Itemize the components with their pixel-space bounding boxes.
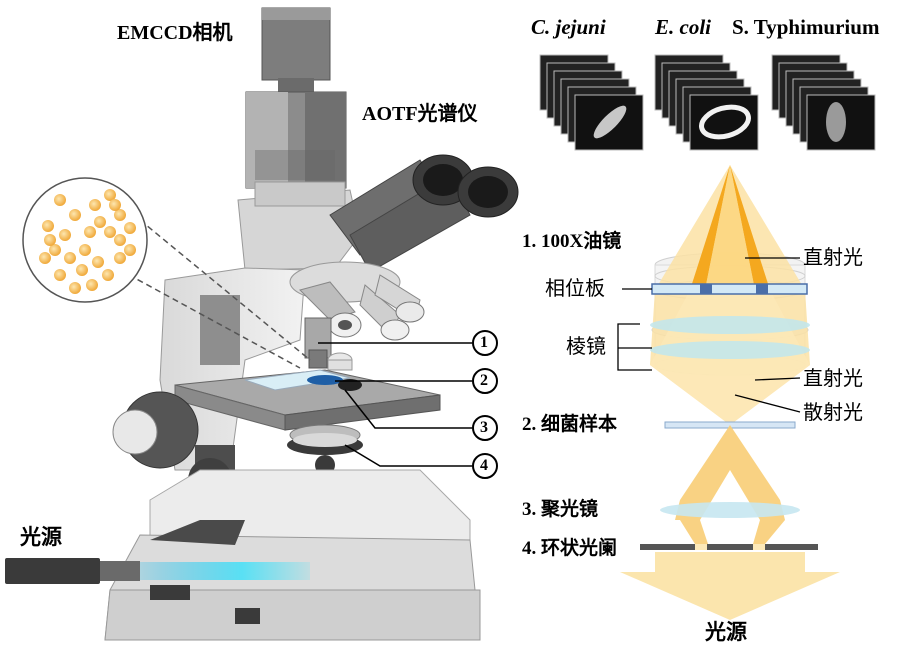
cell xyxy=(59,229,71,241)
light-source-fiber xyxy=(5,558,310,584)
cell xyxy=(49,244,61,256)
callout-label-1: 1 xyxy=(480,334,488,351)
callout-4 xyxy=(472,453,498,479)
cell xyxy=(114,252,126,264)
cell xyxy=(124,244,136,256)
condenser xyxy=(287,424,363,475)
cell xyxy=(79,244,91,256)
annular-diaphragm xyxy=(640,544,818,550)
cell xyxy=(102,269,114,281)
callout-label-4: 4 xyxy=(480,457,488,474)
magnified-cells-inset xyxy=(22,177,311,369)
label-prism: 棱镜 xyxy=(566,334,606,358)
phase-plate xyxy=(651,283,808,295)
optics-item-annulus: 4. 环状光阑 xyxy=(522,538,618,559)
optics-item-sample: 2. 细菌样本 xyxy=(522,414,618,435)
cell xyxy=(89,199,101,211)
camera-label: EMCCD相机 xyxy=(117,22,233,44)
lower-light-cone xyxy=(675,425,785,520)
label-phase-plate: 相位板 xyxy=(545,276,605,300)
callout-markers xyxy=(472,330,498,479)
light-source-label-left: 光源 xyxy=(20,525,62,549)
cell xyxy=(76,264,88,276)
cell xyxy=(104,226,116,238)
light-source-arrow xyxy=(620,552,840,620)
callout-1 xyxy=(472,330,498,356)
bacterium-signal xyxy=(593,105,627,139)
sample-header-styphimurium: S. Typhimurium xyxy=(732,15,880,39)
cell xyxy=(114,234,126,246)
cell xyxy=(69,282,81,294)
cell xyxy=(114,209,126,221)
sample-header-ecoli: E. coli xyxy=(655,15,711,39)
eyepieces xyxy=(329,154,519,273)
cell xyxy=(94,216,106,228)
label-scattered-light: 散射光 xyxy=(803,400,863,424)
light-source-label-bottom: 光源 xyxy=(705,620,747,644)
prism-lower xyxy=(650,341,810,359)
nosepiece xyxy=(289,261,425,369)
bacterium-signal xyxy=(826,102,846,142)
cell xyxy=(109,199,121,211)
callout-label-2: 2 xyxy=(480,372,488,389)
stack-ecoli xyxy=(654,54,759,151)
cell xyxy=(124,222,136,234)
label-direct-light-mid: 直射光 xyxy=(803,366,863,390)
cell xyxy=(42,220,54,232)
callout-label-3: 3 xyxy=(480,419,488,436)
optical-path-diagram xyxy=(617,165,840,620)
sample-image-stacks xyxy=(539,54,876,151)
cell xyxy=(84,226,96,238)
cell xyxy=(86,279,98,291)
prism-upper xyxy=(650,316,810,334)
callout-lines xyxy=(318,342,472,467)
optics-item-objective: 1. 100X油镜 xyxy=(522,231,622,252)
stack-styphimurium xyxy=(771,54,876,151)
condenser-lens xyxy=(660,502,800,518)
label-direct-light-top: 直射光 xyxy=(803,245,863,269)
optics-leader-lines xyxy=(617,257,801,413)
microscope-base xyxy=(104,469,481,641)
cell xyxy=(69,209,81,221)
sample-header-cjejuni: C. jejuni xyxy=(531,15,606,39)
callout-3 xyxy=(472,415,498,441)
cell xyxy=(44,234,56,246)
cell xyxy=(104,189,116,201)
aotf-label: AOTF光谱仪 xyxy=(362,103,478,125)
bacterium-signal xyxy=(699,104,751,140)
callout-2 xyxy=(472,368,498,394)
stack-cjejuni xyxy=(539,54,644,151)
optics-item-condenser: 3. 聚光镜 xyxy=(522,499,599,520)
cell xyxy=(54,269,66,281)
cell xyxy=(64,252,76,264)
light-beam xyxy=(140,562,310,580)
cell xyxy=(54,194,66,206)
cell xyxy=(92,256,104,268)
cell xyxy=(39,252,51,264)
